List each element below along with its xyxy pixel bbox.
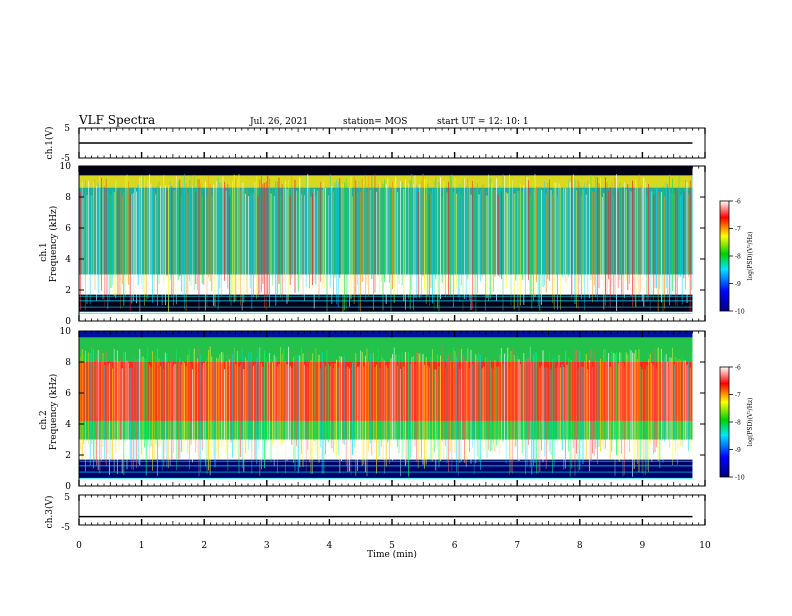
time-tick-label: 4 bbox=[327, 541, 333, 551]
ch1-colorbar-gradient bbox=[719, 200, 730, 312]
colorbar-tick-label: -6 bbox=[735, 365, 741, 372]
figure-title: VLF Spectra bbox=[78, 113, 155, 127]
time-axis-tick-labels: 0 1 2 3 4 5 6 7 8 9 10 bbox=[76, 541, 711, 551]
time-tick-label: 3 bbox=[264, 541, 270, 551]
ch1-channel-label: ch.1 bbox=[39, 242, 49, 261]
ch2-channel-label: ch.2 bbox=[39, 410, 49, 429]
colorbar-tick-label: -6 bbox=[735, 199, 741, 206]
station-label: station= MOS bbox=[343, 117, 407, 127]
colorbar-tick-label: -7 bbox=[735, 226, 741, 233]
frequency-tick-label: 10 bbox=[60, 327, 72, 337]
time-tick-label: 10 bbox=[699, 541, 711, 551]
ch1-spectrogram-image bbox=[79, 166, 705, 321]
frequency-tick-label: 0 bbox=[65, 317, 71, 327]
ch3-waveform-panel: 5 -5 ch.3(V) 0 1 2 3 4 5 6 7 8 9 10 Time (min) bbox=[44, 493, 711, 560]
ch1-frequency-ticks: 0 2 4 6 8 10 bbox=[60, 162, 705, 327]
ch1-waveform-panel: 5 -5 ch.1(V) bbox=[44, 124, 706, 164]
colorbar-tick-label: -7 bbox=[735, 392, 741, 399]
colorbar-tick-label: -9 bbox=[735, 447, 741, 454]
spectrogram-base-layer bbox=[79, 331, 693, 338]
frequency-tick-label: 8 bbox=[65, 358, 71, 368]
spectrogram-base-layer bbox=[79, 294, 693, 312]
time-axis-label: Time (min) bbox=[367, 549, 417, 560]
spectrogram-no-data-region bbox=[692, 331, 705, 486]
ch3-ytick-top: 5 bbox=[64, 493, 70, 503]
ch3-ytick-bottom: -5 bbox=[61, 523, 70, 533]
ch1-ytick-bottom: -5 bbox=[61, 154, 70, 164]
colorbar-tick-label: -8 bbox=[735, 254, 741, 261]
ch1-colorbar-label: log(PSD)(V²/Hz) bbox=[747, 232, 754, 281]
spectrogram-base-layer bbox=[79, 166, 693, 176]
spectrogram-no-data-region bbox=[692, 166, 705, 321]
ch1-ytick-top: 5 bbox=[64, 124, 70, 134]
ch2-colorbar-label: log(PSD)(V²/Hz) bbox=[747, 398, 754, 447]
time-tick-label: 9 bbox=[640, 541, 646, 551]
ch2-spectrogram-image bbox=[79, 331, 705, 486]
frequency-tick-label: 10 bbox=[60, 162, 72, 172]
colorbar-tick-label: -10 bbox=[735, 475, 745, 482]
ch1-colorbar: -6 -7 -8 -9 -10 log(PSD)(V²/Hz) bbox=[719, 199, 754, 316]
ch2-spectrogram-panel: ch.2 Frequency (kHz) 0 2 4 6 8 10 bbox=[39, 327, 706, 492]
frequency-tick-label: 6 bbox=[65, 224, 71, 234]
frequency-tick-label: 8 bbox=[65, 193, 71, 203]
colorbar-tick-label: -9 bbox=[735, 281, 741, 288]
frequency-tick-label: 2 bbox=[65, 451, 71, 461]
ch1-spectrogram-panel: ch.1 Frequency (kHz) 0 2 4 6 8 10 bbox=[39, 162, 706, 327]
ch1-waveform-ylabel: ch.1(V) bbox=[44, 127, 55, 160]
ch3-waveform-ylabel: ch.3(V) bbox=[44, 496, 55, 529]
frequency-tick-label: 2 bbox=[65, 286, 71, 296]
time-tick-label: 1 bbox=[139, 541, 145, 551]
frequency-tick-label: 4 bbox=[65, 255, 71, 265]
colorbar-tick-label: -10 bbox=[735, 309, 745, 316]
ch2-spectrogram-ylabel: Frequency (kHz) bbox=[48, 374, 59, 451]
time-tick-label: 5 bbox=[389, 541, 395, 551]
date-label: Jul. 26, 2021 bbox=[249, 117, 308, 127]
time-axis-ticks bbox=[78, 128, 706, 525]
frequency-tick-label: 0 bbox=[65, 482, 71, 492]
time-tick-label: 8 bbox=[577, 541, 583, 551]
ch2-colorbar: -6 -7 -8 -9 -10 log(PSD)(V²/Hz) bbox=[719, 365, 754, 482]
colorbar-tick-label: -8 bbox=[735, 420, 741, 427]
ch2-colorbar-gradient bbox=[719, 366, 730, 478]
time-tick-label: 2 bbox=[201, 541, 207, 551]
frequency-tick-label: 4 bbox=[65, 420, 71, 430]
frequency-tick-label: 6 bbox=[65, 389, 71, 399]
ch2-frequency-ticks: 0 2 4 6 8 10 bbox=[60, 327, 705, 492]
time-tick-label: 6 bbox=[452, 541, 458, 551]
time-tick-label: 0 bbox=[76, 541, 82, 551]
ch2-colorbar-ticks: -6 -7 -8 -9 -10 bbox=[729, 365, 745, 482]
spectrogram-base-layer bbox=[79, 459, 693, 479]
start-time-label: start UT = 12: 10: 1 bbox=[437, 117, 529, 127]
ch1-colorbar-ticks: -6 -7 -8 -9 -10 bbox=[729, 199, 745, 316]
time-tick-label: 7 bbox=[514, 541, 520, 551]
ch1-spectrogram-ylabel: Frequency (kHz) bbox=[48, 206, 59, 283]
